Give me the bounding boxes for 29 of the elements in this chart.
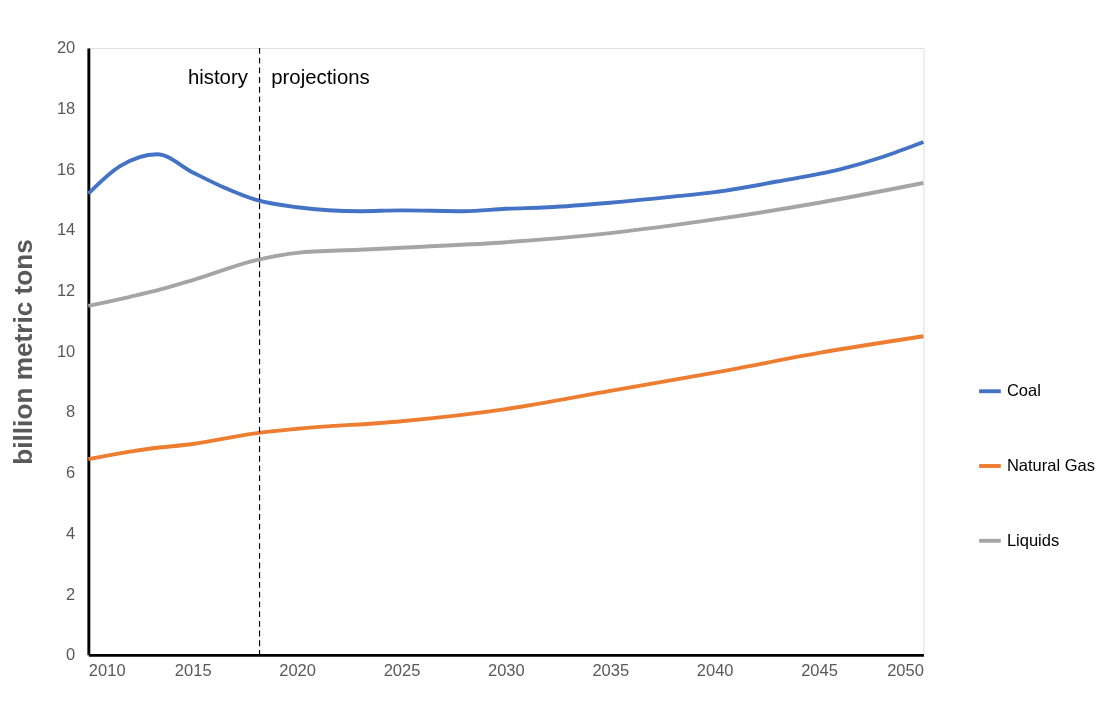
y-tick-label: 10	[56, 341, 76, 360]
y-tick-label: 14	[56, 220, 76, 239]
legend-label: Liquids	[1006, 530, 1060, 549]
x-tick-label: 2035	[592, 660, 630, 679]
y-tick-label: 4	[66, 523, 76, 542]
x-tick-label: 2025	[383, 660, 421, 679]
x-tick-label: 2050	[887, 660, 924, 679]
x-tick-label: 2040	[696, 660, 734, 679]
annotation: projections	[271, 66, 370, 89]
x-tick-label: 2010	[88, 660, 126, 679]
y-tick-label: 8	[66, 402, 76, 421]
y-tick-label: 12	[56, 281, 76, 300]
x-tick-label: 2020	[279, 660, 316, 679]
y-axis-title: billion metric tons	[7, 239, 38, 465]
y-tick-label: 18	[56, 99, 76, 118]
line-series	[86, 334, 926, 462]
x-tick-label: 2030	[488, 660, 525, 679]
line-series	[86, 140, 926, 214]
line-series	[86, 181, 926, 308]
legend-label: Coal	[1006, 381, 1041, 400]
legend-label: Natural Gas	[1006, 455, 1095, 474]
y-tick-label: 0	[66, 645, 76, 664]
y-tick-label: 6	[66, 463, 76, 482]
y-tick-label: 16	[56, 159, 76, 178]
annotation: history	[187, 66, 249, 89]
y-tick-label: 2	[66, 584, 76, 603]
y-tick-label: 20	[56, 38, 76, 57]
x-tick-label: 2045	[801, 660, 838, 679]
x-tick-label: 2015	[174, 660, 212, 679]
